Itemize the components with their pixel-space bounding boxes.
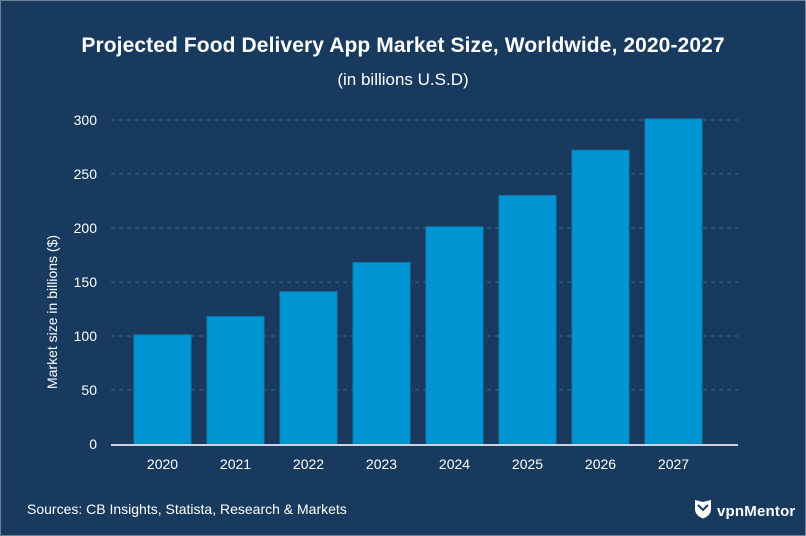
- bar-2025: [498, 195, 557, 445]
- y-tick-labels: 0 50 100 150 200 250 300: [74, 112, 98, 452]
- x-tick-label: 2021: [220, 456, 251, 472]
- x-tick-label: 2020: [147, 456, 178, 472]
- bar-2021: [206, 316, 265, 445]
- bar-2022: [279, 291, 338, 445]
- y-tick-label: 100: [74, 328, 98, 344]
- x-tick-labels: 2020 2021 2022 2023 2024 2025 2026 2027: [147, 456, 689, 472]
- brand-name: vpnMentor: [717, 502, 796, 520]
- x-tick-label: 2022: [293, 456, 324, 472]
- bar-2020: [133, 334, 192, 445]
- shield-icon: [694, 499, 712, 524]
- chart-subtitle: (in billions U.S.D): [337, 70, 469, 89]
- brand-logo: vpnMentor: [694, 499, 796, 524]
- y-tick-label: 0: [89, 436, 97, 452]
- x-tick-label: 2024: [439, 456, 470, 472]
- y-tick-label: 150: [74, 274, 98, 290]
- bars: [133, 118, 703, 445]
- x-tick-label: 2023: [366, 456, 397, 472]
- y-tick-label: 300: [74, 112, 98, 128]
- y-tick-label: 50: [81, 382, 97, 398]
- bar-2027: [644, 118, 703, 445]
- sources-note: Sources: CB Insights, Statista, Research…: [27, 501, 347, 517]
- x-tick-label: 2027: [658, 456, 689, 472]
- bar-2023: [352, 262, 411, 445]
- bar-2026: [571, 149, 630, 445]
- x-tick-label: 2026: [585, 456, 616, 472]
- x-tick-label: 2025: [512, 456, 543, 472]
- bar-2024: [425, 226, 484, 445]
- y-axis-label: Market size in billions ($): [44, 235, 60, 389]
- y-tick-label: 250: [74, 166, 98, 182]
- y-tick-label: 200: [74, 220, 98, 236]
- gridlines: [111, 119, 738, 391]
- chart-title: Projected Food Delivery App Market Size,…: [81, 34, 725, 57]
